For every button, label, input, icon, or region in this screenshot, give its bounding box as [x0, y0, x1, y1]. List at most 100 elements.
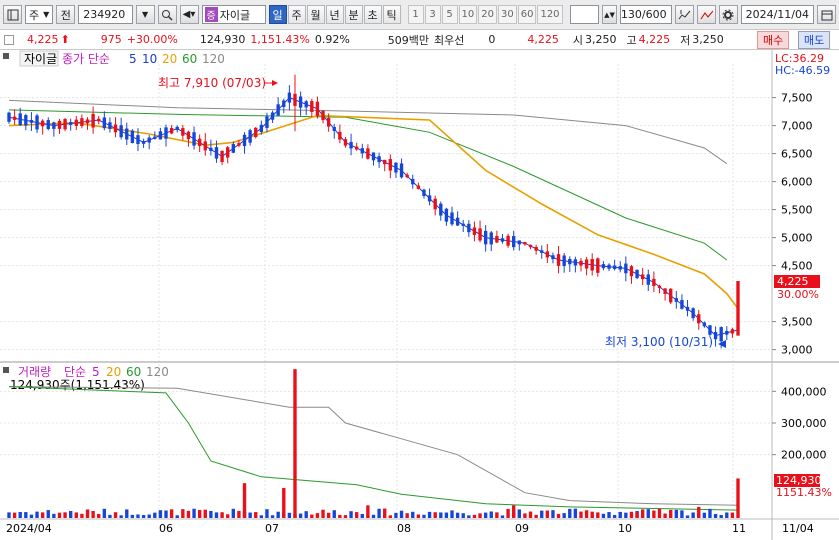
volume-bar	[63, 512, 67, 518]
candle	[646, 274, 650, 285]
interval-button[interactable]: 3	[424, 5, 441, 24]
stock-chart[interactable]: 자이글 종가 단순 5 10 20 60 120 LC:36.29 HC:-46…	[0, 50, 839, 540]
chart-settings-icon[interactable]	[674, 5, 694, 24]
custom-interval-input[interactable]	[569, 5, 600, 24]
xaxis-label: 09	[515, 522, 529, 535]
candle	[366, 148, 370, 159]
calendar-icon[interactable]	[817, 5, 836, 24]
candle	[304, 101, 308, 108]
period-tab-day[interactable]: 일	[268, 5, 287, 24]
stock-name-field[interactable]: 증 자이글	[201, 5, 266, 24]
period-tab-tick[interactable]: 틱	[382, 5, 401, 24]
candle	[349, 141, 353, 149]
volume-bar	[315, 513, 320, 518]
volume-bar	[147, 514, 151, 518]
yaxis-label: 6,000	[781, 176, 813, 189]
volume-bar	[237, 510, 241, 518]
candle	[713, 331, 718, 340]
period-tab-month[interactable]: 월	[306, 5, 325, 24]
interval-button[interactable]: 10	[458, 5, 478, 24]
code-dropdown-button[interactable]: ▼	[135, 5, 155, 24]
stock-code-input[interactable]: 234920	[78, 5, 133, 24]
candle	[259, 124, 264, 132]
search-icon[interactable]	[157, 5, 177, 24]
candle	[371, 152, 376, 161]
period-tab-year[interactable]: 년	[325, 5, 344, 24]
candle	[551, 255, 555, 260]
sell-button[interactable]: 매도	[798, 31, 831, 49]
interval-spin-icon[interactable]: ▲▼	[602, 5, 617, 24]
panel-menu-icon[interactable]	[3, 53, 9, 59]
low-price: 3,250	[692, 33, 724, 46]
volume-bar	[596, 512, 600, 518]
sound-icon[interactable]: ◀▾	[179, 5, 199, 24]
volume-tag-pct: 1151.43%	[776, 486, 832, 499]
volume-bar	[383, 508, 387, 518]
interval-button[interactable]: 60	[517, 5, 537, 24]
volume-bar	[113, 512, 118, 518]
chart-grid	[0, 64, 772, 518]
volume-bar	[69, 510, 73, 518]
volume-menu-icon[interactable]	[3, 367, 9, 373]
volume-bar	[248, 512, 252, 518]
candle	[663, 288, 667, 294]
candle	[399, 163, 404, 178]
quote-bar: 4,225 ⬆ 975 +30.00% 124,930 1,151.43% 0.…	[0, 30, 839, 50]
period-tab-minute[interactable]: 분	[344, 5, 363, 24]
candle	[702, 322, 707, 327]
interval-button[interactable]: 30	[497, 5, 517, 24]
volume-bar	[57, 512, 62, 518]
volume-bar	[500, 515, 505, 518]
volume-bar	[175, 515, 179, 518]
volume-bar	[231, 508, 235, 518]
yaxis-label: 7,500	[781, 92, 813, 105]
quote-checkbox[interactable]	[4, 34, 14, 45]
volume-bar	[646, 509, 650, 518]
volume-bar	[691, 512, 695, 518]
candle	[427, 195, 432, 202]
yaxis-label: 7,000	[781, 120, 813, 133]
candle	[517, 240, 521, 245]
candle	[596, 258, 600, 273]
chart-draw-icon[interactable]	[696, 5, 716, 24]
current-price: 4,225	[27, 33, 59, 46]
interval-button[interactable]: 1	[407, 5, 424, 24]
volume-bar	[304, 511, 308, 518]
price-yaxis: 7,500 7,000 6,500 6,000 5,500 5,000 4,500 3,500…	[772, 92, 813, 357]
candle	[607, 264, 611, 269]
candle	[534, 246, 538, 251]
mode-select[interactable]: 주 ▼	[25, 5, 54, 24]
date-input[interactable]: 2024/11/04	[740, 5, 814, 24]
candle	[248, 130, 252, 143]
candle	[416, 185, 421, 189]
candle	[298, 96, 303, 108]
candle	[680, 299, 684, 309]
volume-bar	[657, 508, 662, 518]
buy-button[interactable]: 매수	[757, 31, 790, 49]
candle	[242, 134, 247, 147]
high-arrowhead-icon	[272, 80, 278, 86]
volume-bar	[669, 509, 673, 518]
volume-bar	[354, 512, 359, 518]
volume-bar	[282, 487, 286, 518]
market-button[interactable]: 전	[56, 5, 76, 24]
period-tab-week[interactable]: 주	[287, 5, 306, 24]
period-tab-second[interactable]: 초	[363, 5, 382, 24]
data-count-input[interactable]: 130/600	[619, 5, 672, 24]
candle	[181, 128, 185, 136]
volume-bar	[119, 515, 123, 518]
volume-bar	[158, 510, 163, 518]
interval-button[interactable]: 20	[478, 5, 497, 24]
volume-bar	[130, 514, 135, 518]
price-candles	[7, 74, 740, 349]
volume-bar	[197, 509, 202, 518]
gear-icon[interactable]	[718, 5, 738, 24]
candle	[506, 235, 510, 246]
candle	[500, 238, 505, 242]
candle	[590, 259, 594, 271]
panel-icon[interactable]	[3, 5, 22, 24]
interval-button[interactable]: 120	[537, 5, 563, 24]
interval-button[interactable]: 5	[441, 5, 458, 24]
volume-bar	[467, 515, 471, 518]
volume-yaxis-label: 200,000	[781, 449, 827, 462]
